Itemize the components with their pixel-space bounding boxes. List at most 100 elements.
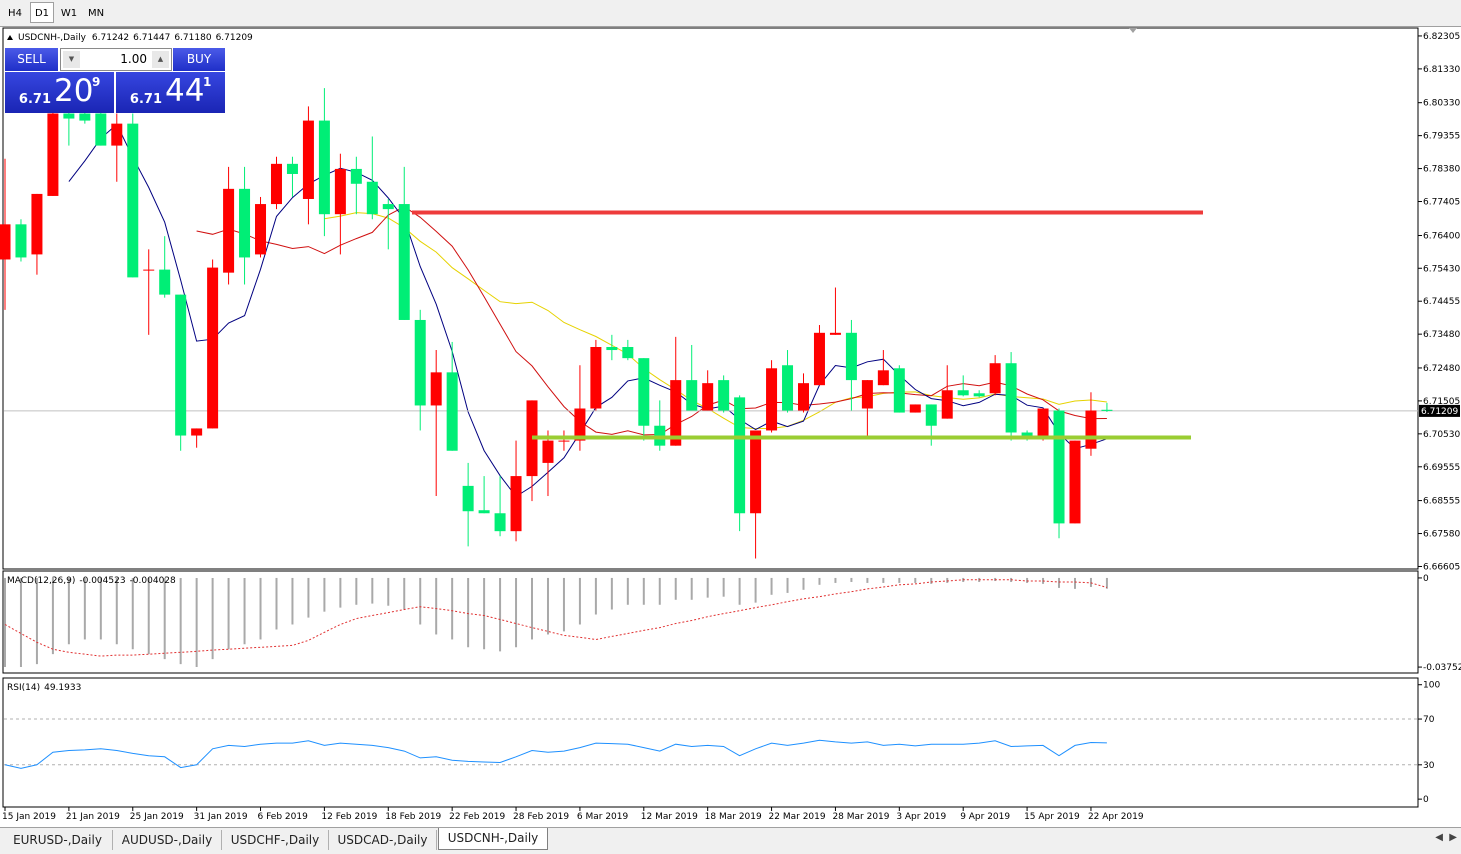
x-tick-label: 22 Feb 2019 (449, 812, 505, 822)
candle-body (861, 380, 873, 409)
candle-body (574, 408, 586, 441)
candle-body (334, 168, 346, 215)
chart-tab[interactable]: USDCNH-,Daily (438, 828, 548, 850)
candle-body (127, 123, 139, 278)
one-click-trading: SELL ▼ 1.00 ▲ BUY 6.71 20 9 6.71 44 1 (5, 48, 225, 114)
chart: 6.82305 6.81330 6.80330 6.79355 6.78380 6.774… (0, 27, 1461, 822)
x-tick-label: 18 Mar 2019 (705, 812, 762, 822)
candle-body (510, 476, 522, 532)
bid-point: 9 (92, 75, 101, 89)
candle-body (1021, 432, 1033, 439)
main-panel (2, 27, 1419, 570)
candle-body (255, 204, 267, 255)
candle-body (446, 372, 458, 451)
chart-tab[interactable]: USDCAD-,Daily (329, 830, 437, 850)
moving-average (196, 206, 1107, 436)
lot-value[interactable]: 1.00 (120, 52, 147, 66)
y-tick-label: 6.79355 (1423, 132, 1460, 142)
timeframe-button[interactable]: H4 (8, 8, 22, 19)
macd-panel (2, 570, 1419, 674)
candle-body (1053, 410, 1065, 524)
candle-body (622, 346, 634, 359)
candle-body (1005, 363, 1017, 433)
chart-tabs: ◀ ▶ EURUSD-,Daily AUDUSD-,Daily USDCHF-,Da… (0, 827, 1461, 854)
candle-body (366, 181, 378, 215)
x-tick-label: 22 Apr 2019 (1088, 812, 1144, 822)
candle-body (542, 440, 554, 463)
timeframe-button[interactable]: D1 (30, 2, 54, 23)
lot-up[interactable]: ▲ (152, 51, 169, 68)
y-tick-label: 6.73480 (1423, 330, 1460, 340)
y-tick-label: 6.80330 (1423, 99, 1460, 109)
bid-pips: 20 (54, 73, 94, 109)
candle-body (686, 380, 698, 411)
y-tick-label: 0 (1423, 574, 1429, 584)
candle-body (207, 267, 219, 429)
timeframe-button[interactable]: W1 (60, 8, 78, 19)
sell-button[interactable]: SELL (5, 48, 58, 71)
candle-body (350, 168, 362, 184)
y-tick-label: 6.77405 (1423, 198, 1460, 208)
timeframe-button[interactable]: MN (87, 8, 105, 19)
x-tick-label: 3 Apr 2019 (896, 812, 946, 822)
price-label-box (1419, 404, 1460, 417)
candle-body (0, 224, 11, 260)
candle-body (494, 513, 506, 532)
candle-body (702, 383, 714, 411)
candle-body (766, 368, 778, 431)
header-marker (7, 35, 13, 40)
candle-body (957, 390, 969, 396)
candle-body (175, 294, 187, 436)
candle-body (191, 428, 203, 436)
candle-body (382, 204, 394, 210)
lot-down[interactable]: ▼ (63, 51, 80, 68)
candle-body (398, 204, 410, 320)
ask-quote[interactable]: 6.71 44 1 (116, 72, 225, 113)
y-tick-label: 6.76400 (1423, 231, 1460, 241)
candle-body (877, 370, 889, 386)
candle-body (63, 113, 75, 119)
candle-body (925, 404, 937, 426)
y-tick-label: 6.69555 (1423, 463, 1460, 473)
macd-title: MACD(12,26,9) (7, 576, 75, 586)
candle-body (95, 113, 107, 146)
rsi-header: RSI(14) 49.1933 (7, 683, 81, 693)
y-tick-label: 6.67580 (1423, 530, 1460, 540)
x-tick-label: 6 Mar 2019 (577, 812, 629, 822)
rsi-line (4, 739, 1107, 769)
candle-body (31, 193, 43, 255)
bid-quote[interactable]: 6.71 20 9 (5, 72, 114, 113)
low-label: 6.71180 (174, 33, 211, 43)
candle-body (750, 430, 762, 514)
candle-body (638, 358, 650, 426)
candle-body (143, 269, 155, 271)
candle-body (414, 319, 426, 406)
chart-tab[interactable]: EURUSD-,Daily (3, 830, 113, 850)
candle-body (15, 224, 27, 258)
candle-body (286, 163, 298, 174)
price-label: 6.71209 (1421, 407, 1458, 417)
chart-tab[interactable]: AUDUSD-,Daily (113, 830, 222, 850)
candle-body (79, 113, 91, 121)
scroll-right[interactable]: ▶ (1449, 832, 1457, 843)
chart-tab[interactable]: USDCHF-,Daily (222, 830, 329, 850)
candle-body (973, 393, 985, 397)
bid-big: 6.71 (18, 92, 51, 107)
candle-body (302, 120, 314, 199)
candle-body (989, 363, 1001, 394)
close-label: 6.71209 (216, 33, 253, 43)
candle-body (47, 113, 59, 196)
candle-body (798, 383, 809, 411)
buy-button[interactable]: BUY (173, 48, 225, 71)
candle-body (1037, 408, 1049, 439)
scroll-left[interactable]: ◀ (1435, 832, 1443, 843)
candle-body (829, 332, 841, 335)
rsi-panel (2, 677, 1419, 808)
candle-body (893, 368, 905, 413)
y-tick-label: 6.74455 (1423, 297, 1460, 307)
candle-body (1069, 440, 1081, 524)
candle-body (558, 440, 570, 442)
candle-body (159, 269, 171, 295)
x-tick-label: 12 Feb 2019 (321, 812, 377, 822)
ask-pips: 44 (165, 73, 205, 109)
